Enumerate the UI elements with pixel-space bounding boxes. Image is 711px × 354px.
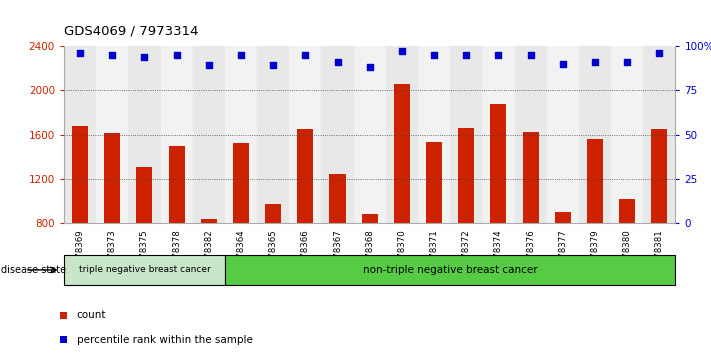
Bar [394, 84, 410, 223]
Bar [515, 46, 547, 223]
Point [171, 52, 182, 58]
Bar [450, 46, 482, 223]
Bar [619, 199, 635, 223]
Bar [201, 218, 217, 223]
Bar [321, 46, 353, 223]
Bar [72, 126, 88, 223]
Bar [491, 103, 506, 223]
Point [621, 59, 633, 65]
Bar [555, 212, 571, 223]
Text: GDS4069 / 7973314: GDS4069 / 7973314 [64, 25, 198, 38]
Bar [418, 46, 450, 223]
Bar [587, 139, 603, 223]
Point [139, 54, 150, 59]
Bar [579, 46, 611, 223]
Bar [651, 129, 668, 223]
Point [429, 52, 440, 58]
Bar [60, 312, 68, 319]
Point [107, 52, 118, 58]
Point [75, 50, 86, 56]
Bar [64, 46, 96, 223]
Bar [225, 46, 257, 223]
Bar [329, 175, 346, 223]
Bar [297, 129, 314, 223]
Point [267, 63, 279, 68]
Bar [523, 132, 539, 223]
Text: triple negative breast cancer: triple negative breast cancer [79, 266, 210, 274]
Bar [257, 46, 289, 223]
Point [332, 59, 343, 65]
Text: disease state: disease state [1, 265, 66, 275]
Point [396, 48, 407, 54]
Point [653, 50, 665, 56]
Bar [137, 167, 152, 223]
Bar [161, 46, 193, 223]
Point [299, 52, 311, 58]
Point [493, 52, 504, 58]
Bar [96, 46, 129, 223]
Point [557, 61, 569, 67]
Point [364, 64, 375, 70]
Bar [265, 204, 282, 223]
Bar [193, 46, 225, 223]
Bar [643, 46, 675, 223]
Bar [458, 128, 474, 223]
Bar [362, 214, 378, 223]
Bar [386, 46, 418, 223]
Bar [60, 336, 68, 343]
Bar [129, 46, 161, 223]
Bar [233, 143, 249, 223]
Text: percentile rank within the sample: percentile rank within the sample [77, 335, 252, 345]
Bar [353, 46, 386, 223]
Point [235, 52, 247, 58]
Bar [169, 145, 185, 223]
Bar [105, 133, 120, 223]
Point [589, 59, 601, 65]
Bar [426, 142, 442, 223]
Point [203, 63, 215, 68]
Bar [611, 46, 643, 223]
Bar [482, 46, 515, 223]
Bar [547, 46, 579, 223]
Point [461, 52, 472, 58]
Text: non-triple negative breast cancer: non-triple negative breast cancer [363, 265, 538, 275]
Bar [289, 46, 321, 223]
Text: count: count [77, 310, 106, 320]
Point [525, 52, 536, 58]
